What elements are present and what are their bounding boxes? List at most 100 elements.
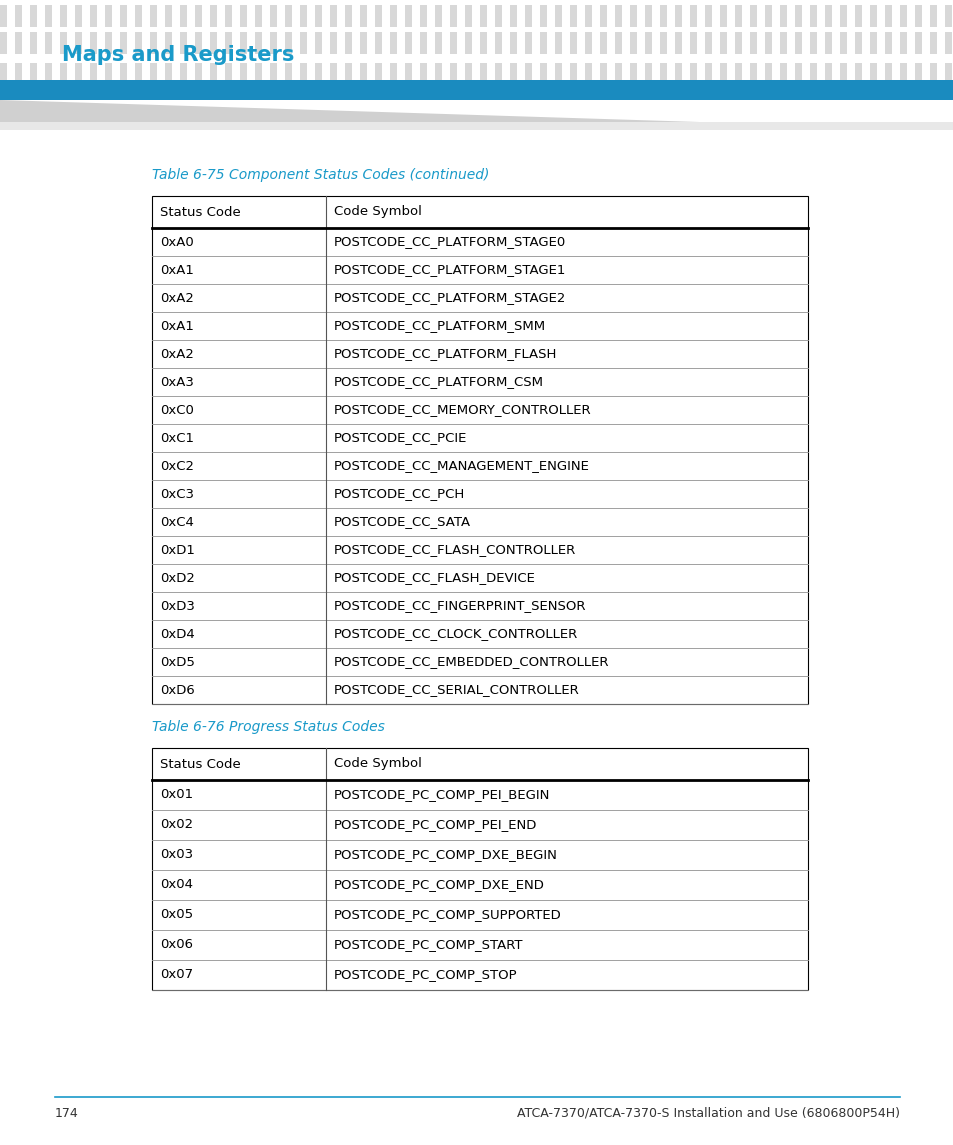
Bar: [495, 121, 501, 143]
Bar: [539, 90, 546, 112]
Bar: [884, 63, 891, 85]
Bar: [764, 32, 771, 54]
Bar: [780, 5, 786, 27]
Text: 0xC2: 0xC2: [160, 459, 193, 473]
Bar: [495, 148, 501, 169]
Bar: [225, 63, 232, 85]
Bar: [524, 148, 532, 169]
Bar: [90, 121, 97, 143]
Bar: [734, 32, 741, 54]
Bar: [30, 5, 37, 27]
Text: Maps and Registers: Maps and Registers: [62, 45, 294, 65]
Bar: [644, 5, 651, 27]
Bar: [720, 5, 726, 27]
Bar: [60, 121, 67, 143]
Bar: [45, 32, 52, 54]
Bar: [254, 148, 262, 169]
Bar: [75, 63, 82, 85]
Bar: [390, 5, 396, 27]
Bar: [749, 32, 757, 54]
Bar: [225, 148, 232, 169]
Bar: [405, 63, 412, 85]
Bar: [105, 90, 112, 112]
Bar: [599, 90, 606, 112]
Bar: [75, 121, 82, 143]
Bar: [510, 148, 517, 169]
Bar: [45, 90, 52, 112]
Bar: [659, 90, 666, 112]
Bar: [135, 5, 142, 27]
Bar: [0, 90, 7, 112]
Bar: [375, 63, 381, 85]
Bar: [435, 5, 441, 27]
Bar: [30, 90, 37, 112]
Bar: [854, 5, 862, 27]
Bar: [840, 5, 846, 27]
Bar: [659, 63, 666, 85]
Bar: [75, 32, 82, 54]
Bar: [299, 32, 307, 54]
Bar: [285, 148, 292, 169]
Bar: [809, 5, 816, 27]
Bar: [629, 90, 637, 112]
Bar: [929, 63, 936, 85]
Bar: [539, 32, 546, 54]
Bar: [330, 90, 336, 112]
Bar: [0, 148, 7, 169]
Bar: [495, 5, 501, 27]
Text: POSTCODE_CC_PCIE: POSTCODE_CC_PCIE: [334, 432, 467, 444]
Bar: [450, 148, 456, 169]
Bar: [150, 5, 157, 27]
Bar: [929, 5, 936, 27]
Text: Table 6-76 Progress Status Codes: Table 6-76 Progress Status Codes: [152, 720, 384, 734]
Bar: [914, 148, 921, 169]
Bar: [210, 32, 216, 54]
Bar: [644, 32, 651, 54]
Bar: [629, 148, 637, 169]
Bar: [285, 121, 292, 143]
Bar: [555, 121, 561, 143]
Bar: [884, 90, 891, 112]
Bar: [152, 196, 807, 704]
Polygon shape: [0, 100, 953, 131]
Bar: [720, 148, 726, 169]
Bar: [734, 148, 741, 169]
Bar: [539, 148, 546, 169]
Bar: [299, 148, 307, 169]
Text: 0x05: 0x05: [160, 908, 193, 922]
Bar: [285, 63, 292, 85]
Bar: [704, 63, 711, 85]
Bar: [60, 90, 67, 112]
Bar: [135, 148, 142, 169]
Bar: [854, 90, 862, 112]
Bar: [629, 32, 637, 54]
Bar: [510, 32, 517, 54]
Bar: [150, 90, 157, 112]
Bar: [120, 90, 127, 112]
Bar: [359, 32, 367, 54]
Bar: [345, 63, 352, 85]
Bar: [225, 5, 232, 27]
Text: POSTCODE_CC_CLOCK_CONTROLLER: POSTCODE_CC_CLOCK_CONTROLLER: [334, 627, 578, 640]
Text: POSTCODE_PC_COMP_DXE_BEGIN: POSTCODE_PC_COMP_DXE_BEGIN: [334, 848, 558, 861]
Bar: [435, 148, 441, 169]
Bar: [359, 63, 367, 85]
Bar: [150, 121, 157, 143]
Bar: [180, 5, 187, 27]
Bar: [884, 148, 891, 169]
Bar: [405, 90, 412, 112]
Text: Table 6-75 Component Status Codes (continued): Table 6-75 Component Status Codes (conti…: [152, 168, 489, 182]
Bar: [495, 63, 501, 85]
Bar: [854, 121, 862, 143]
Bar: [869, 90, 876, 112]
Bar: [899, 5, 906, 27]
Bar: [30, 148, 37, 169]
Bar: [375, 5, 381, 27]
Bar: [929, 148, 936, 169]
Bar: [464, 63, 472, 85]
Bar: [359, 121, 367, 143]
Bar: [675, 63, 681, 85]
Text: 0x06: 0x06: [160, 939, 193, 951]
Bar: [45, 5, 52, 27]
Bar: [510, 90, 517, 112]
